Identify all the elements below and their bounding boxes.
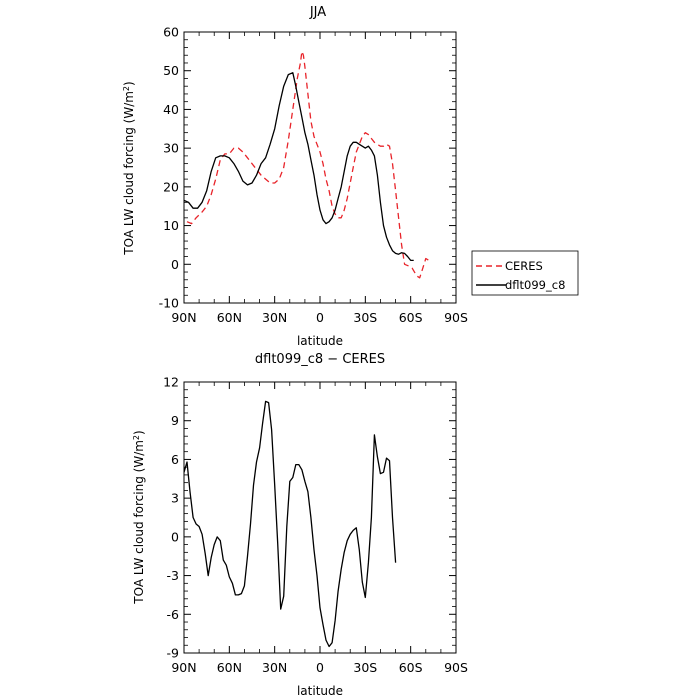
x-tick-label: 30N xyxy=(262,310,287,325)
top-y-axis-label-main: TOA LW cloud forcing (W/m xyxy=(122,91,136,256)
difference-series-line xyxy=(183,400,397,648)
top-y-axis-label-sup: 2 xyxy=(122,86,131,91)
x-tick-label: 60N xyxy=(217,310,242,325)
x-tick-label: 90N xyxy=(171,310,196,325)
legend-label-dflt099-c8: dflt099_c8 xyxy=(505,278,565,292)
bottom-x-axis: 90N 60N 30N 0 30S 60S 90S xyxy=(171,382,468,675)
y-tick-label: 3 xyxy=(171,491,179,506)
top-x-axis-label: latitude xyxy=(297,334,343,348)
bottom-y-axis-label-end: ) xyxy=(132,430,146,435)
y-tick-label: -10 xyxy=(159,296,179,311)
y-tick-label: 30 xyxy=(163,141,179,156)
legend-label-ceres: CERES xyxy=(505,259,543,273)
y-tick-label: 0 xyxy=(171,529,179,544)
series-line-dflt099-c8 xyxy=(183,72,414,262)
bottom-plot-frame xyxy=(183,381,457,654)
y-tick-label: 6 xyxy=(171,452,179,467)
x-tick-label: 90N xyxy=(171,660,196,675)
bottom-y-axis-label-sup: 2 xyxy=(132,435,141,440)
top-y-axis-label: TOA LW cloud forcing (W/m2) xyxy=(122,81,137,255)
x-tick-label: 60S xyxy=(399,310,423,325)
top-chart-title: JJA xyxy=(309,5,326,20)
bottom-x-axis-label: latitude xyxy=(297,684,343,698)
x-tick-label: 60N xyxy=(217,660,242,675)
top-plot-frame xyxy=(183,31,457,304)
top-x-axis: 90N 60N 30N 0 30S 60S 90S xyxy=(171,32,468,325)
y-tick-label: 40 xyxy=(163,102,179,117)
x-tick-label: 30N xyxy=(262,660,287,675)
series-line-ceres xyxy=(186,50,430,279)
top-series-lines xyxy=(183,50,430,279)
y-tick-label: 10 xyxy=(163,218,179,233)
x-tick-label: 30S xyxy=(353,660,377,675)
bottom-series-lines xyxy=(183,400,397,648)
y-tick-label: 9 xyxy=(171,413,179,428)
legend: CERES dflt099_c8 xyxy=(471,250,579,296)
y-tick-label: 50 xyxy=(163,63,179,78)
top-panel: JJA -10 0 10 20 30 40 50 60 90N 60N 30N 0 30S 60S 90S… xyxy=(122,5,579,348)
x-tick-label: 30S xyxy=(353,310,377,325)
bottom-y-axis-label-main: TOA LW cloud forcing (W/m xyxy=(132,440,146,605)
x-tick-label: 90S xyxy=(444,660,468,675)
bottom-y-axis-label: TOA LW cloud forcing (W/m2) xyxy=(132,430,147,604)
x-tick-label: 0 xyxy=(316,660,324,675)
x-tick-label: 0 xyxy=(316,310,324,325)
bottom-panel: dflt099_c8 − CERES -9 -6 -3 0 3 6 9 12 90N 60N 30… xyxy=(132,352,468,698)
top-y-axis-label-end: ) xyxy=(122,81,136,86)
y-tick-label: -6 xyxy=(167,607,180,622)
y-tick-label: 60 xyxy=(163,25,179,40)
x-tick-label: 90S xyxy=(444,310,468,325)
y-tick-label: -3 xyxy=(167,568,179,583)
bottom-y-axis: -9 -6 -3 0 3 6 9 12 xyxy=(163,375,456,661)
y-tick-label: 12 xyxy=(163,375,179,390)
y-tick-label: 20 xyxy=(163,179,179,194)
y-tick-label: 0 xyxy=(171,257,179,272)
legend-box xyxy=(471,250,579,296)
y-tick-label: -9 xyxy=(167,646,180,661)
top-y-axis: -10 0 10 20 30 40 50 60 xyxy=(159,25,456,311)
bottom-chart-title: dflt099_c8 − CERES xyxy=(255,352,385,367)
x-tick-label: 60S xyxy=(399,660,423,675)
